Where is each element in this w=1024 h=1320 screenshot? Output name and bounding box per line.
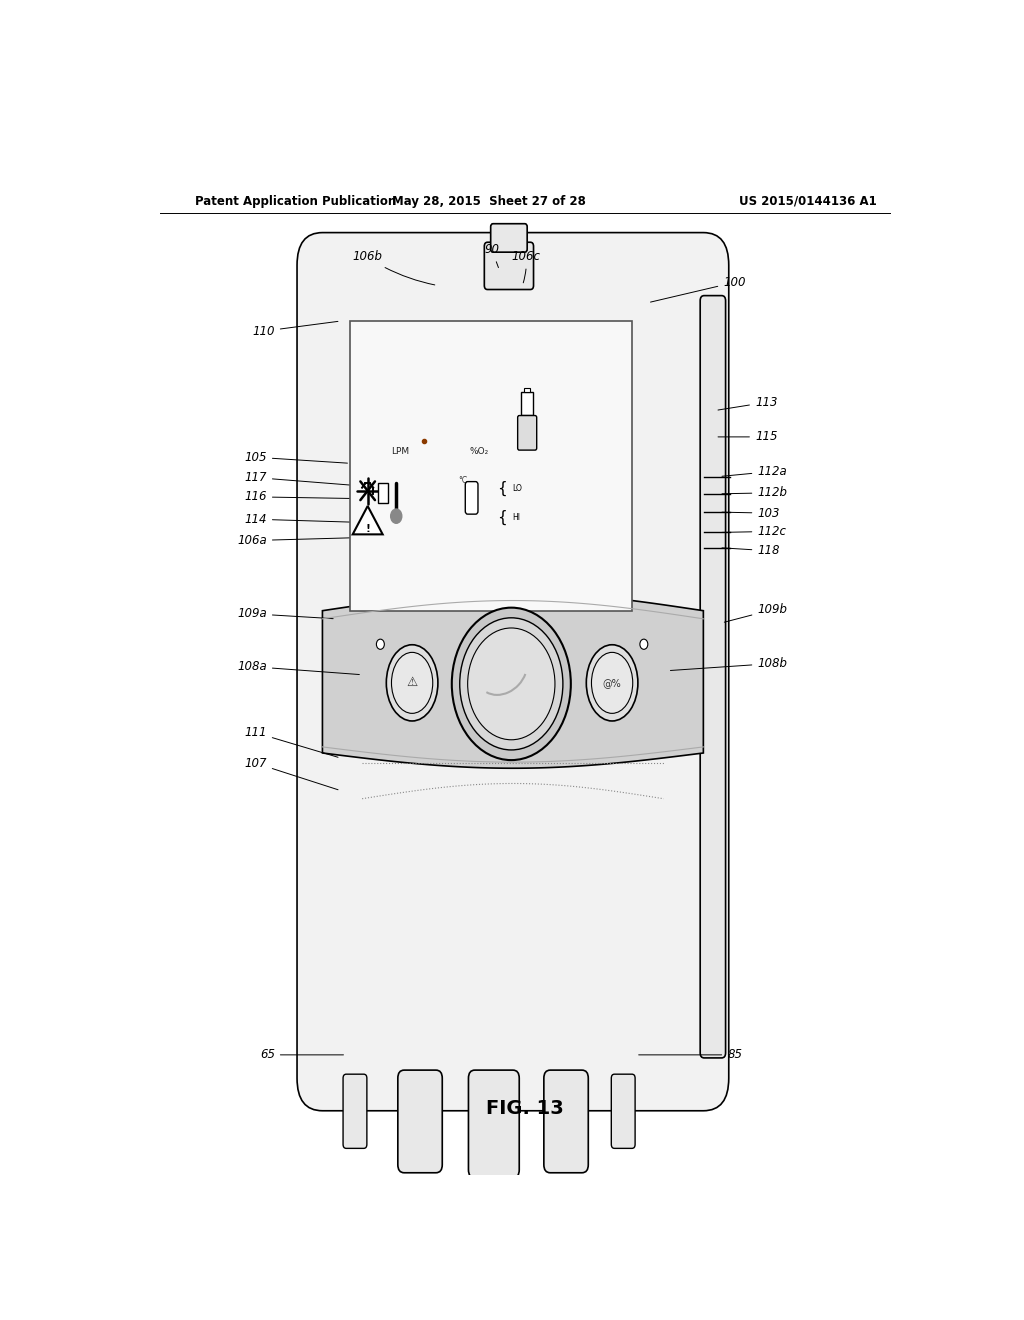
- Text: 105: 105: [245, 450, 347, 463]
- Text: 106a: 106a: [238, 535, 359, 546]
- Text: 106b: 106b: [352, 251, 435, 285]
- Text: °C: °C: [458, 477, 467, 484]
- Polygon shape: [323, 593, 703, 768]
- FancyBboxPatch shape: [544, 1071, 588, 1172]
- Ellipse shape: [386, 644, 438, 721]
- Text: Patent Application Publication: Patent Application Publication: [196, 194, 396, 207]
- FancyBboxPatch shape: [490, 223, 527, 252]
- FancyBboxPatch shape: [524, 388, 529, 392]
- Text: 110: 110: [252, 321, 338, 338]
- Text: 112c: 112c: [722, 525, 786, 539]
- Ellipse shape: [587, 644, 638, 721]
- Text: 108b: 108b: [671, 657, 787, 671]
- Text: 100: 100: [650, 276, 745, 302]
- FancyBboxPatch shape: [343, 1074, 367, 1148]
- Text: {: {: [497, 510, 507, 525]
- Text: 106c: 106c: [512, 251, 541, 282]
- Text: @%: @%: [603, 678, 622, 688]
- Ellipse shape: [592, 652, 633, 713]
- Text: 103: 103: [722, 507, 780, 520]
- Text: 107: 107: [245, 756, 338, 789]
- Text: 111: 111: [245, 726, 338, 758]
- Circle shape: [640, 639, 648, 649]
- Text: LO: LO: [512, 484, 522, 494]
- Text: 108a: 108a: [238, 660, 359, 675]
- Text: 85: 85: [639, 1048, 742, 1061]
- Text: !: !: [366, 524, 370, 535]
- Ellipse shape: [452, 607, 570, 760]
- Ellipse shape: [391, 652, 433, 713]
- Text: FIG. 13: FIG. 13: [486, 1100, 563, 1118]
- FancyBboxPatch shape: [468, 1071, 519, 1177]
- Text: 65: 65: [260, 1048, 343, 1061]
- Text: May 28, 2015  Sheet 27 of 28: May 28, 2015 Sheet 27 of 28: [392, 194, 586, 207]
- FancyBboxPatch shape: [518, 416, 537, 450]
- FancyBboxPatch shape: [465, 482, 478, 515]
- Text: 90: 90: [484, 243, 500, 268]
- Circle shape: [377, 639, 384, 649]
- FancyBboxPatch shape: [350, 321, 632, 611]
- Text: HI: HI: [512, 512, 520, 521]
- Text: LPM: LPM: [391, 446, 410, 455]
- Ellipse shape: [468, 628, 555, 739]
- FancyBboxPatch shape: [378, 483, 388, 503]
- Circle shape: [391, 510, 401, 523]
- Polygon shape: [352, 506, 383, 535]
- FancyBboxPatch shape: [484, 243, 534, 289]
- Text: 109a: 109a: [238, 607, 333, 620]
- Text: 109b: 109b: [724, 603, 787, 622]
- Ellipse shape: [460, 618, 563, 750]
- FancyBboxPatch shape: [611, 1074, 635, 1148]
- Text: {: {: [497, 480, 507, 496]
- FancyBboxPatch shape: [521, 392, 532, 414]
- Text: 114: 114: [245, 512, 353, 525]
- Text: 116: 116: [245, 490, 374, 503]
- Text: %O₂: %O₂: [470, 446, 489, 455]
- Text: 118: 118: [722, 544, 780, 557]
- Text: 113: 113: [718, 396, 777, 411]
- Text: US 2015/0144136 A1: US 2015/0144136 A1: [739, 194, 877, 207]
- FancyBboxPatch shape: [297, 232, 729, 1110]
- Text: 115: 115: [718, 430, 777, 444]
- Text: 112a: 112a: [722, 465, 787, 478]
- Text: 112b: 112b: [722, 486, 787, 499]
- FancyBboxPatch shape: [397, 1071, 442, 1172]
- Text: 117: 117: [245, 471, 355, 486]
- FancyBboxPatch shape: [700, 296, 726, 1057]
- Text: ⚠: ⚠: [407, 676, 418, 689]
